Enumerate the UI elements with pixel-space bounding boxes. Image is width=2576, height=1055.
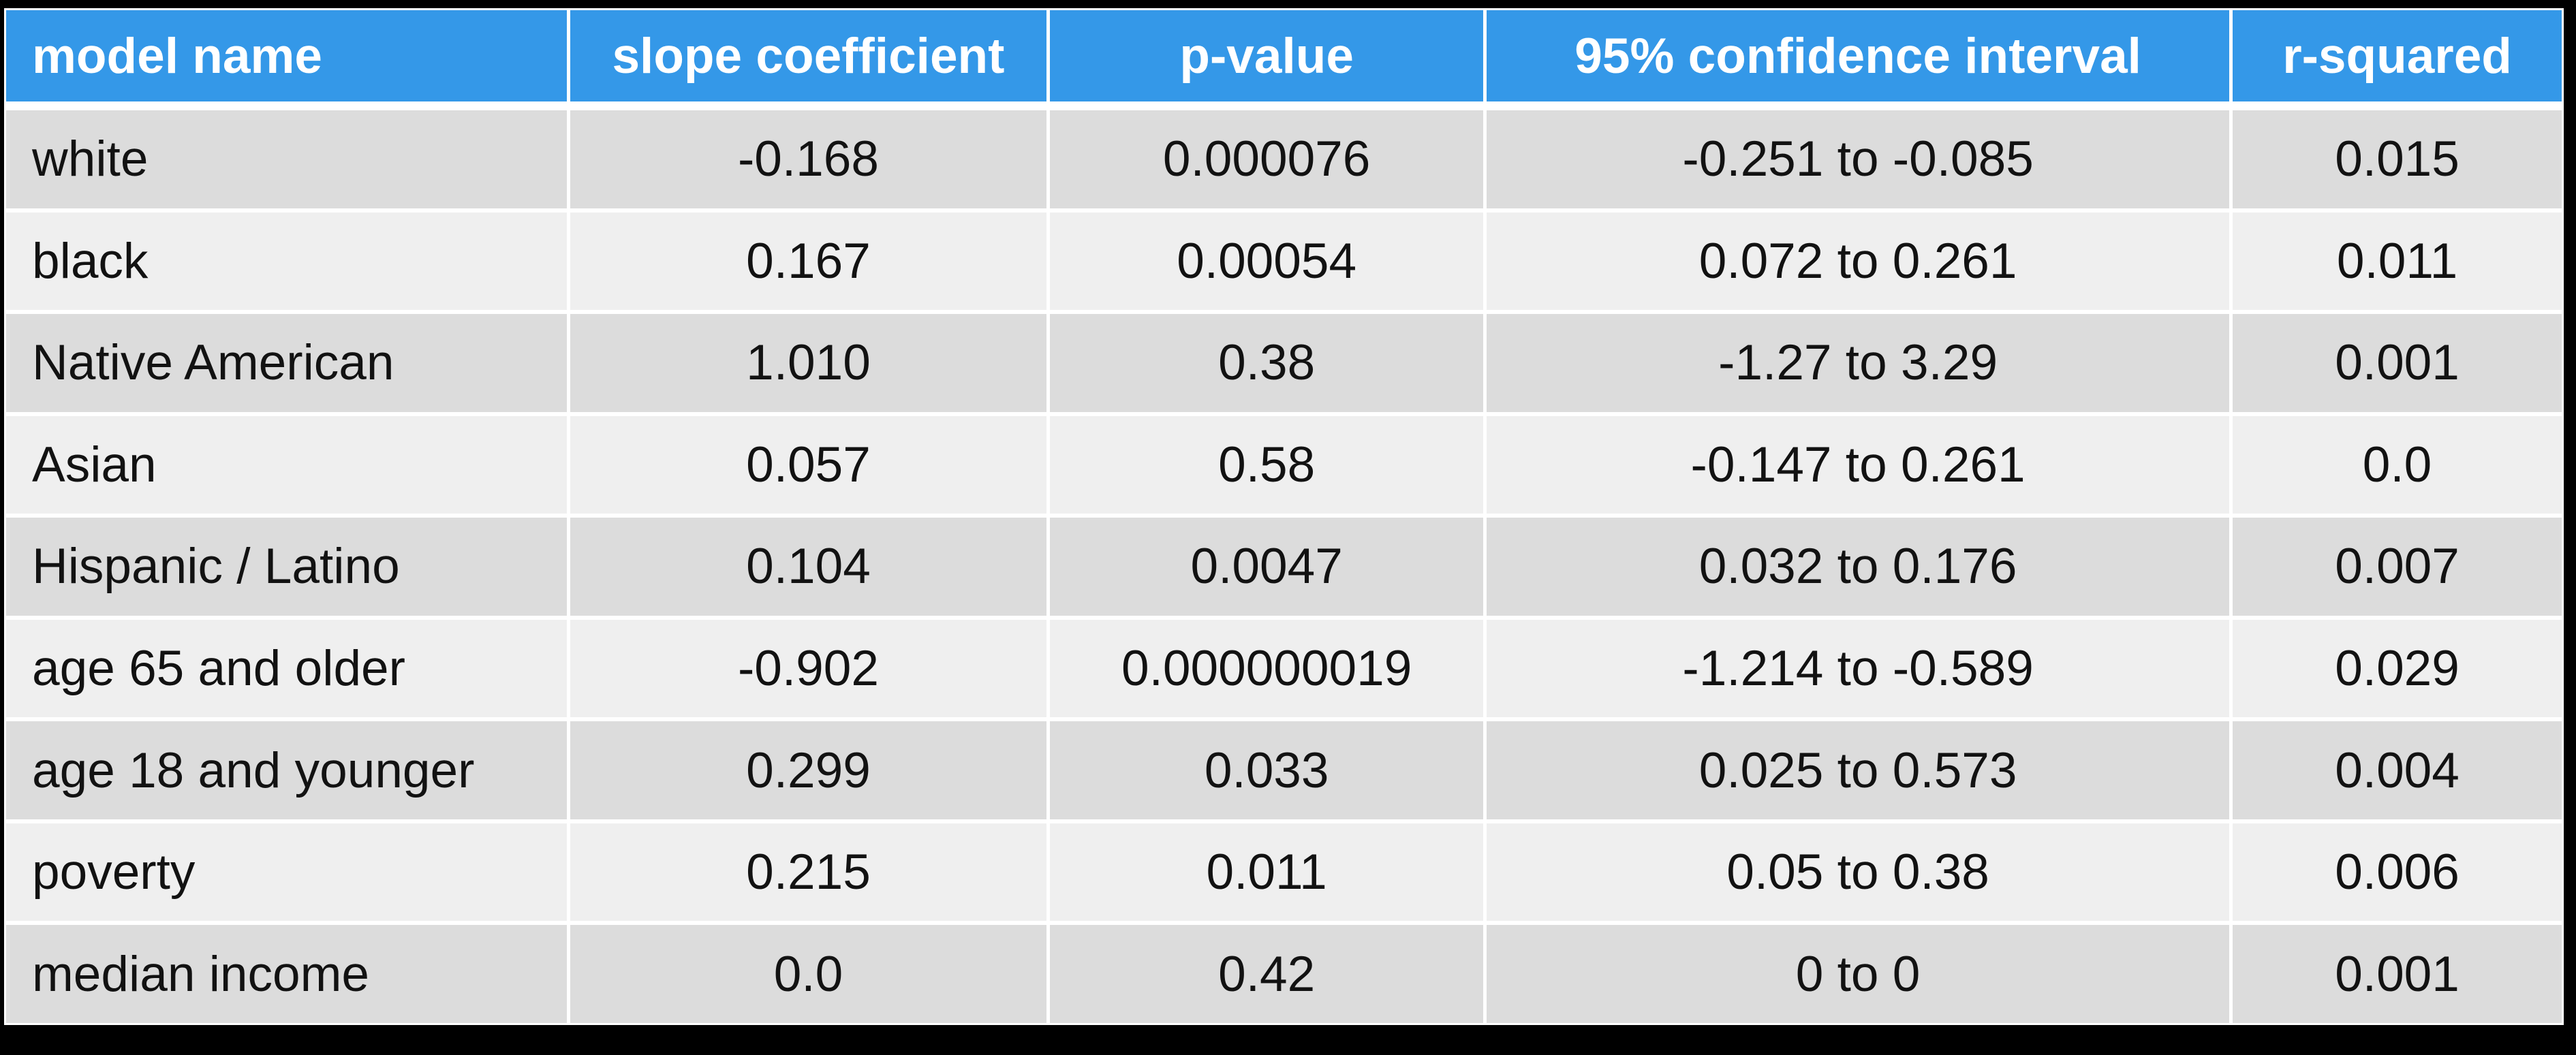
cell-r-squared: 0.015 xyxy=(2233,110,2562,208)
cell-slope-coefficient: 0.299 xyxy=(570,721,1047,819)
cell-model-name: age 18 and younger xyxy=(6,721,567,819)
cell-p-value: 0.0047 xyxy=(1050,518,1484,616)
cell-r-squared: 0.001 xyxy=(2233,925,2562,1023)
cell-slope-coefficient: 0.215 xyxy=(570,823,1047,922)
cell-p-value: 0.58 xyxy=(1050,415,1484,514)
cell-model-name: white xyxy=(6,110,567,208)
cell-r-squared: 0.011 xyxy=(2233,212,2562,311)
cell-model-name: Hispanic / Latino xyxy=(6,518,567,616)
cell-r-squared: 0.0 xyxy=(2233,415,2562,514)
cell-r-squared: 0.007 xyxy=(2233,518,2562,616)
column-header-confidence-interval: 95% confidence interval xyxy=(1487,10,2230,101)
cell-confidence-interval: -0.251 to -0.085 xyxy=(1487,110,2230,208)
cell-p-value: 0.000076 xyxy=(1050,110,1484,208)
cell-confidence-interval: -0.147 to 0.261 xyxy=(1487,415,2230,514)
cell-confidence-interval: 0.072 to 0.261 xyxy=(1487,212,2230,311)
cell-slope-coefficient: 0.057 xyxy=(570,415,1047,514)
column-header-p-value: p-value xyxy=(1050,10,1484,101)
cell-r-squared: 0.029 xyxy=(2233,619,2562,718)
cell-model-name: Asian xyxy=(6,415,567,514)
cell-confidence-interval: 0 to 0 xyxy=(1487,925,2230,1023)
cell-model-name: black xyxy=(6,212,567,311)
cell-confidence-interval: 0.032 to 0.176 xyxy=(1487,518,2230,616)
cell-p-value: 0.000000019 xyxy=(1050,619,1484,718)
cell-p-value: 0.011 xyxy=(1050,823,1484,922)
cell-p-value: 0.42 xyxy=(1050,925,1484,1023)
column-header-model-name: model name xyxy=(6,10,567,101)
cell-confidence-interval: 0.025 to 0.573 xyxy=(1487,721,2230,819)
cell-model-name: Native American xyxy=(6,314,567,412)
column-header-slope-coefficient: slope coefficient xyxy=(570,10,1047,101)
cell-confidence-interval: 0.05 to 0.38 xyxy=(1487,823,2230,922)
cell-r-squared: 0.001 xyxy=(2233,314,2562,412)
cell-slope-coefficient: 1.010 xyxy=(570,314,1047,412)
cell-model-name: median income xyxy=(6,925,567,1023)
cell-slope-coefficient: 0.0 xyxy=(570,925,1047,1023)
cell-confidence-interval: -1.214 to -0.589 xyxy=(1487,619,2230,718)
cell-slope-coefficient: 0.167 xyxy=(570,212,1047,311)
cell-confidence-interval: -1.27 to 3.29 xyxy=(1487,314,2230,412)
cell-p-value: 0.38 xyxy=(1050,314,1484,412)
column-header-r-squared: r-squared xyxy=(2233,10,2562,101)
cell-slope-coefficient: 0.104 xyxy=(570,518,1047,616)
cell-p-value: 0.033 xyxy=(1050,721,1484,819)
cell-r-squared: 0.006 xyxy=(2233,823,2562,922)
cell-slope-coefficient: -0.902 xyxy=(570,619,1047,718)
cell-r-squared: 0.004 xyxy=(2233,721,2562,819)
cell-p-value: 0.00054 xyxy=(1050,212,1484,311)
cell-model-name: poverty xyxy=(6,823,567,922)
regression-results-table: model name slope coefficient p-value 95%… xyxy=(4,8,2564,1025)
cell-model-name: age 65 and older xyxy=(6,619,567,718)
cell-slope-coefficient: -0.168 xyxy=(570,110,1047,208)
